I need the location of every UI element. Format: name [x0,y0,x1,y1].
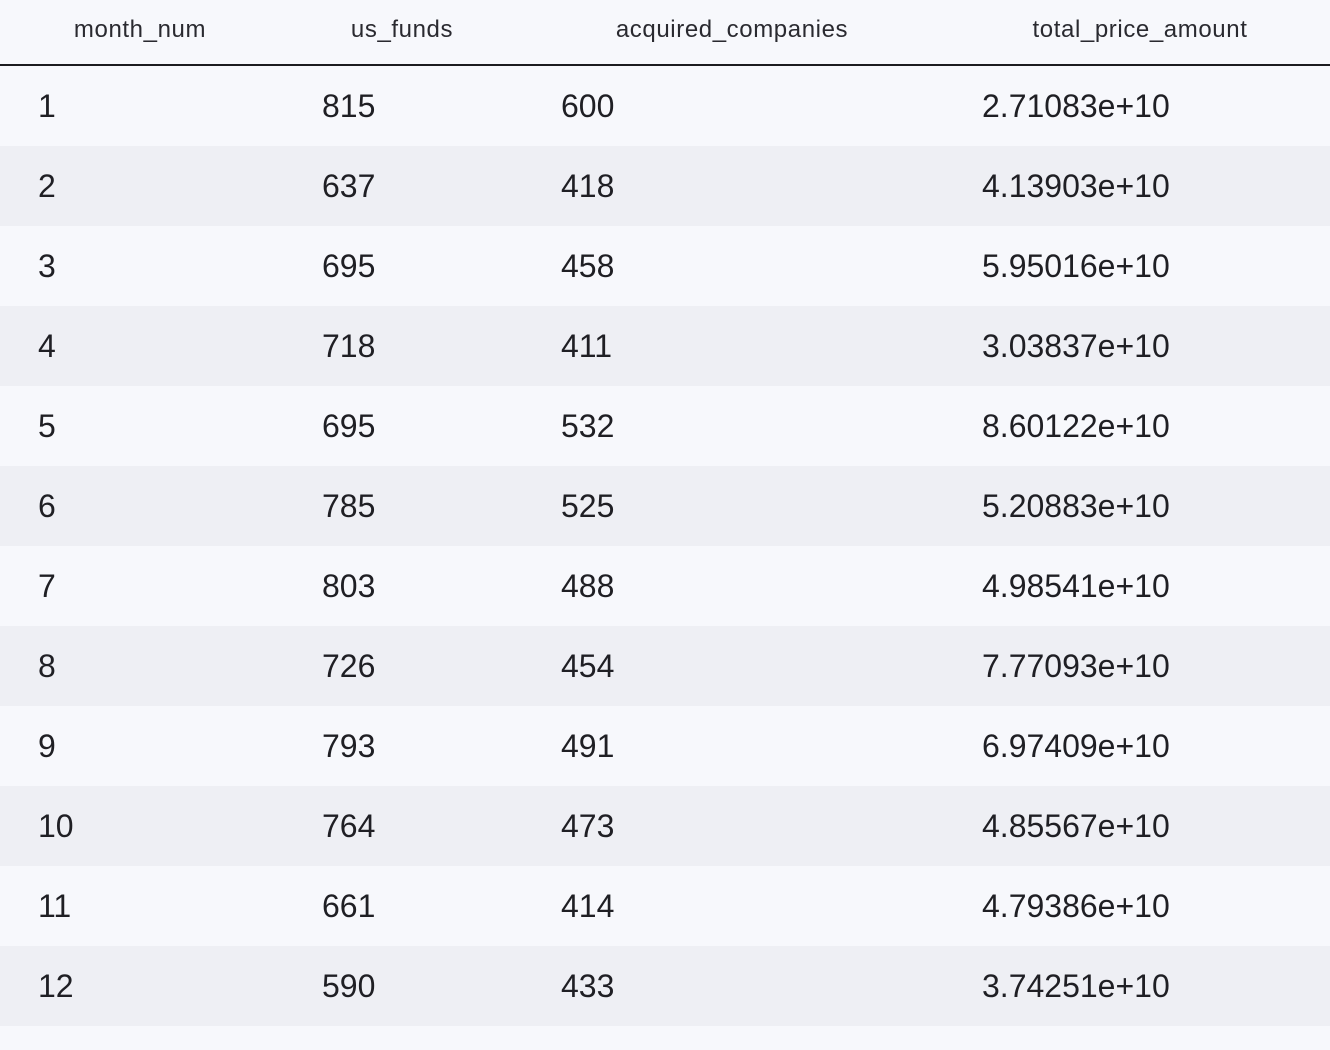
cell-month-num: 12 [38,968,74,1004]
cell-acquired-companies: 525 [561,488,615,524]
cell-total-price-amount: 4.85567e+10 [982,808,1170,844]
cell-total-price-amount: 5.20883e+10 [982,488,1170,524]
table-row: 3 695 458 5.95016e+10 [0,226,1330,306]
cell-total-price-amount: 4.98541e+10 [982,568,1170,604]
table-body: 1 815 600 2.71083e+10 2 637 418 4.13903e… [0,66,1330,1026]
cell-total-price-amount: 2.71083e+10 [982,88,1170,124]
cell-month-num: 5 [38,408,56,444]
cell-us-funds: 695 [322,248,376,284]
cell-month-num: 7 [38,568,56,604]
column-header-acquired-companies[interactable]: acquired_companies [615,16,849,43]
table-row: 1 815 600 2.71083e+10 [0,66,1330,146]
cell-us-funds: 695 [322,408,376,444]
cell-total-price-amount: 7.77093e+10 [982,648,1170,684]
column-header-month-num[interactable]: month_num [73,16,207,43]
table-row: 8 726 454 7.77093e+10 [0,626,1330,706]
table-header: month_num us_funds acquired_companies to… [0,0,1330,66]
cell-us-funds: 793 [322,728,376,764]
table-row: 11 661 414 4.79386e+10 [0,866,1330,946]
cell-us-funds: 803 [322,568,376,604]
cell-month-num: 6 [38,488,56,524]
cell-total-price-amount: 4.79386e+10 [982,888,1170,924]
cell-us-funds: 661 [322,888,376,924]
column-header-us-funds[interactable]: us_funds [350,16,454,43]
cell-acquired-companies: 473 [561,808,615,844]
cell-us-funds: 726 [322,648,376,684]
cell-us-funds: 815 [322,88,376,124]
cell-us-funds: 785 [322,488,376,524]
cell-month-num: 4 [38,328,56,364]
table-row: 10 764 473 4.85567e+10 [0,786,1330,866]
cell-acquired-companies: 433 [561,968,615,1004]
cell-acquired-companies: 411 [561,328,613,364]
table-row: 12 590 433 3.74251e+10 [0,946,1330,1026]
cell-acquired-companies: 458 [561,248,615,284]
cell-acquired-companies: 454 [561,648,615,684]
cell-month-num: 10 [38,808,74,844]
cell-us-funds: 590 [322,968,376,1004]
column-header-total-price-amount[interactable]: total_price_amount [1032,16,1248,43]
cell-month-num: 11 [38,888,72,924]
cell-us-funds: 637 [322,168,376,204]
cell-total-price-amount: 3.74251e+10 [982,968,1170,1004]
cell-us-funds: 764 [322,808,376,844]
cell-us-funds: 718 [322,328,376,364]
cell-month-num: 1 [38,88,56,124]
cell-total-price-amount: 3.03837e+10 [982,328,1170,364]
cell-month-num: 2 [38,168,56,204]
table-row: 2 637 418 4.13903e+10 [0,146,1330,226]
cell-total-price-amount: 6.97409e+10 [982,728,1170,764]
cell-acquired-companies: 491 [561,728,615,764]
cell-acquired-companies: 488 [561,568,615,604]
table-row: 6 785 525 5.20883e+10 [0,466,1330,546]
cell-total-price-amount: 4.13903e+10 [982,168,1170,204]
cell-total-price-amount: 5.95016e+10 [982,248,1170,284]
table-row: 9 793 491 6.97409e+10 [0,706,1330,786]
cell-month-num: 9 [38,728,56,764]
table-row: 5 695 532 8.60122e+10 [0,386,1330,466]
table-row: 4 718 411 3.03837e+10 [0,306,1330,386]
table-row: 7 803 488 4.98541e+10 [0,546,1330,626]
cell-total-price-amount: 8.60122e+10 [982,408,1170,444]
cell-acquired-companies: 532 [561,408,615,444]
cell-acquired-companies: 600 [561,88,615,124]
cell-acquired-companies: 418 [561,168,615,204]
cell-month-num: 8 [38,648,56,684]
cell-acquired-companies: 414 [561,888,615,924]
cell-month-num: 3 [38,248,56,284]
data-table: month_num us_funds acquired_companies to… [0,0,1330,1026]
